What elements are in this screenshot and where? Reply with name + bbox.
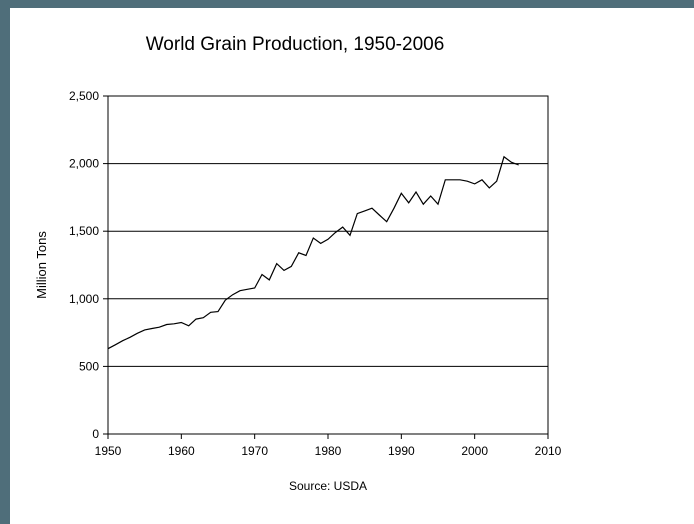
chart-title: World Grain Production, 1950-2006: [146, 34, 445, 55]
y-tick-label-5: 2,500: [69, 89, 99, 103]
x-tick-label-3: 1980: [315, 444, 342, 458]
x-tick-label-4: 1990: [388, 444, 415, 458]
axes-layer: [108, 96, 548, 434]
chart-frame: World Grain Production, 1950-2006 Millio…: [10, 8, 694, 524]
x-tick-label-2: 1970: [241, 444, 268, 458]
x-tick-label-5: 2000: [461, 444, 488, 458]
series-layer: [108, 157, 519, 349]
y-tick-label-2: 1,000: [69, 292, 99, 306]
ticks-layer: 0 500 1,000 1,500 2,000 2,500 1950 1960 1970 1980…: [69, 89, 562, 458]
y-tick-label-0: 0: [92, 427, 99, 441]
grid-layer: [108, 96, 548, 366]
chart: World Grain Production, 1950-2006 Millio…: [10, 8, 694, 524]
plot-area-border: [108, 96, 548, 434]
y-tick-label-4: 2,000: [69, 157, 99, 171]
x-tick-label-6: 2010: [535, 444, 562, 458]
y-tick-label-3: 1,500: [69, 224, 99, 238]
y-tick-label-1: 500: [79, 359, 99, 373]
y-axis-label: Million Tons: [34, 231, 49, 299]
x-tick-label-1: 1960: [168, 444, 195, 458]
source-label: Source: USDA: [289, 479, 367, 493]
x-tick-label-0: 1950: [95, 444, 122, 458]
series-line-0: [108, 157, 519, 349]
